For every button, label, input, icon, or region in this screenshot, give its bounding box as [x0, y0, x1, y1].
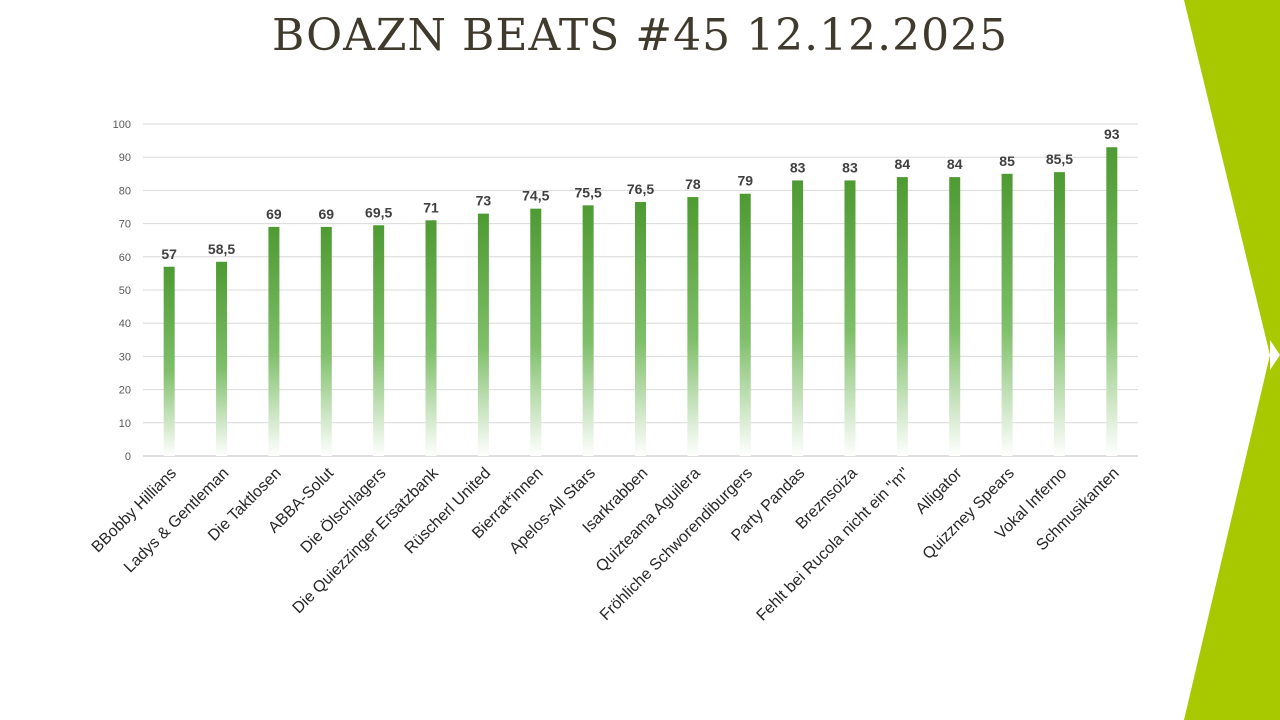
- bar: [1001, 173, 1013, 457]
- bar: [320, 226, 332, 456]
- data-label: 69: [266, 206, 282, 222]
- bar: [268, 226, 280, 456]
- bar: [896, 177, 908, 456]
- y-tick-label: 70: [119, 219, 131, 231]
- bar-chart: 0 10 20 30 40 50 60 70 80 90 100 57 58,5 69 69 69,5 71 7…: [89, 119, 1138, 624]
- data-label: 85: [999, 153, 1015, 169]
- data-label: 71: [423, 199, 439, 215]
- data-label: 75,5: [575, 184, 602, 200]
- bar: [687, 197, 699, 457]
- bars: [163, 147, 1118, 457]
- y-tick-label: 90: [119, 152, 131, 164]
- data-label: 83: [790, 159, 806, 175]
- data-label: 74,5: [522, 188, 549, 204]
- y-tick-label: 60: [119, 252, 131, 264]
- data-label: 78: [685, 176, 701, 192]
- bar: [949, 177, 961, 456]
- y-tick-label: 80: [119, 185, 131, 197]
- bar: [530, 208, 542, 456]
- data-label: 79: [737, 173, 753, 189]
- bar: [1106, 147, 1118, 457]
- category-label: Quizzney Spears: [920, 465, 1018, 563]
- data-label: 69: [319, 206, 335, 222]
- data-label: 58,5: [208, 241, 235, 257]
- bar: [582, 205, 594, 456]
- data-label: 76,5: [627, 181, 654, 197]
- bar: [373, 225, 385, 456]
- bar: [1053, 172, 1065, 456]
- bar: [216, 261, 228, 456]
- data-label: 69,5: [365, 204, 392, 220]
- data-label: 84: [947, 156, 963, 172]
- y-tick-label: 30: [119, 351, 131, 363]
- bar: [635, 202, 646, 456]
- bar: [844, 180, 856, 456]
- bar: [163, 266, 175, 456]
- y-tick-label: 0: [125, 451, 131, 463]
- y-tick-label: 20: [119, 385, 131, 397]
- bar: [425, 220, 437, 456]
- slide-title: BOAZN BEATS #45 12.12.2025: [271, 10, 1009, 61]
- y-tick-label: 40: [119, 318, 131, 330]
- data-label: 73: [476, 193, 492, 209]
- data-label: 93: [1104, 126, 1120, 142]
- data-labels: 57 58,5 69 69 69,5 71 73 74,5 75,5 76,5 78 79 83 83 84…: [161, 126, 1119, 262]
- y-tick-label: 50: [119, 285, 131, 297]
- y-tick-label: 100: [113, 119, 131, 131]
- data-label: 84: [895, 156, 911, 172]
- bar: [477, 213, 489, 456]
- category-label: Quizteama Aguilera: [593, 465, 704, 576]
- bar: [792, 180, 804, 456]
- data-label: 83: [842, 159, 858, 175]
- data-label: 57: [161, 246, 177, 262]
- data-label: 85,5: [1046, 151, 1073, 167]
- y-axis-ticks: 0 10 20 30 40 50 60 70 80 90 100: [113, 119, 131, 463]
- y-tick-label: 10: [119, 418, 131, 430]
- bar: [739, 193, 751, 456]
- category-label: Alligator: [913, 464, 966, 517]
